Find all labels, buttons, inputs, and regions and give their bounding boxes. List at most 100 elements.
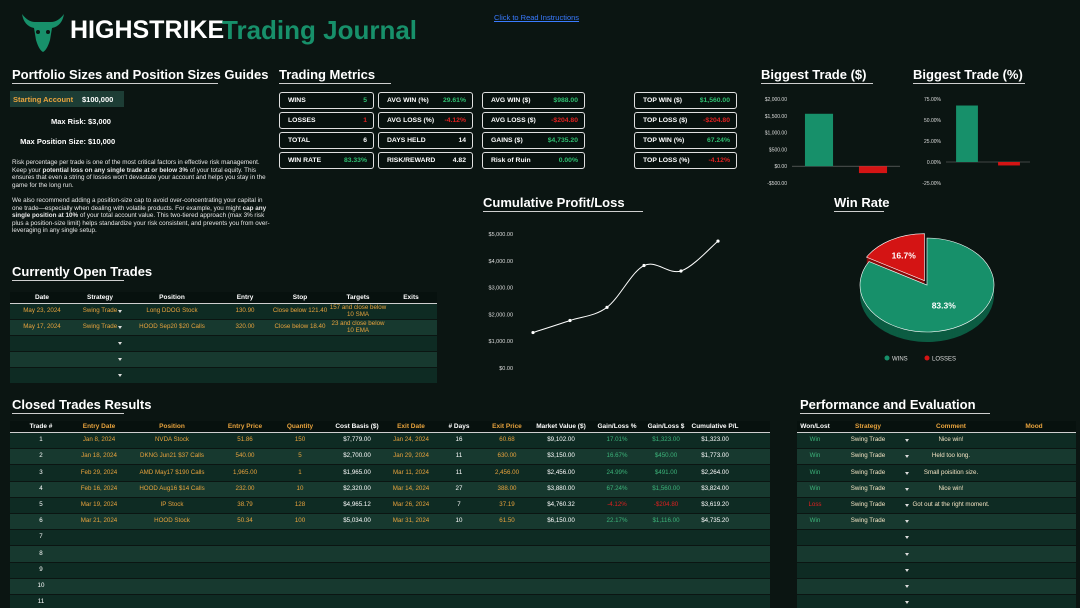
table-cell: 2,456.00 <box>494 468 520 476</box>
table-cell: 67.24% <box>606 484 628 492</box>
metric-box: TOP LOSS ($) -$204.80 <box>634 112 737 129</box>
dropdown-arrow <box>905 503 909 507</box>
table-cell: 16 <box>455 436 463 444</box>
metric-box: AVG LOSS (%) -4.12% <box>378 112 473 129</box>
table-cell: Loss <box>808 501 822 509</box>
table-row <box>10 352 437 367</box>
table-cell: Swing Trade <box>850 452 886 460</box>
pie-slice <box>859 237 995 333</box>
metric-box: AVG LOSS ($) -$204.80 <box>482 112 585 129</box>
legend-label: WINS <box>892 357 908 363</box>
column-header: Exit Date <box>397 423 425 430</box>
column-header: Cumulative P/L <box>691 423 739 430</box>
table-cell: 38.79 <box>237 501 253 509</box>
table-cell: Small poisition size. <box>923 468 979 476</box>
table-cell: 11 <box>455 452 463 460</box>
y-tick-label: $500.00 <box>769 147 787 153</box>
section-title: Portfolio Sizes and Position Sizes Guide… <box>12 67 269 84</box>
table-cell: 27 <box>455 484 463 492</box>
metric-label: TOP WIN ($) <box>643 97 683 104</box>
table-cell: Jan 8, 2024 <box>82 436 116 444</box>
metric-box: DAYS HELD 14 <box>378 132 473 149</box>
emphasis: cap any single position at 10% <box>12 204 267 220</box>
metric-label: TOP LOSS (%) <box>643 157 690 164</box>
section-title: Performance and Evaluation <box>800 397 990 414</box>
dropdown-arrow <box>118 326 122 329</box>
pie-slice-side <box>866 234 925 282</box>
dropdown-arrow <box>905 584 909 588</box>
pie-slice-side <box>866 241 925 289</box>
y-tick-label: $5,000.00 <box>489 232 513 238</box>
table-row <box>797 497 1076 513</box>
metric-box: TOTAL 6 <box>279 132 374 149</box>
instructions-link[interactable]: Click to Read Instructions <box>494 13 580 22</box>
table-row <box>797 433 1076 449</box>
table-cell: $4,735.20 <box>701 517 729 525</box>
y-tick-label: $0.00 <box>499 366 513 372</box>
bar <box>956 105 978 162</box>
table-cell: $3,619.20 <box>701 501 729 509</box>
table-cell: Jan 18, 2024 <box>81 452 117 460</box>
guide-paragraph: Risk percentage per trade is one of the … <box>12 159 270 189</box>
table-row <box>10 578 770 594</box>
section-title: Trading Metrics <box>279 67 391 84</box>
metric-value: 29.61% <box>442 97 466 104</box>
table-cell: $3,880.00 <box>547 484 575 492</box>
pie-slice-side <box>860 242 994 336</box>
highlight-box <box>10 91 124 107</box>
metric-value: $1,560.00 <box>699 97 730 104</box>
bar <box>804 113 834 167</box>
table-header-row <box>10 292 437 304</box>
line-point <box>642 263 646 268</box>
table-cell: 130.90 <box>235 307 255 315</box>
table-cell: 17.01% <box>606 436 628 444</box>
brand-name: HIGHSTRIKE <box>70 16 225 44</box>
metric-box: AVG WIN ($) $988.00 <box>482 92 585 109</box>
table-cell: 157 and close below 10 SMA <box>329 303 387 318</box>
dropdown-arrow <box>905 601 909 605</box>
dropdown-arrow <box>905 536 909 540</box>
table-cell: 16.67% <box>606 452 628 460</box>
table-cell: -$204.80 <box>653 501 679 509</box>
table-cell: 10 <box>37 582 45 590</box>
table-cell: Feb 16, 2024 <box>80 484 118 492</box>
metric-value: 5 <box>363 97 367 104</box>
bar <box>858 166 888 174</box>
pie-value-label: 83.3% <box>932 300 957 310</box>
y-tick-label: $1,000.00 <box>489 339 513 345</box>
metric-label: Risk of Ruin <box>491 157 531 164</box>
table-cell: $3,150.00 <box>547 452 575 460</box>
column-header: Entry Date <box>82 423 116 430</box>
metric-value: 1 <box>363 117 367 124</box>
section-title: Biggest Trade ($) <box>761 67 873 84</box>
table-cell: HOOD Sep20 $20 Calls <box>139 323 205 331</box>
row-label: Max Position Size: <box>20 137 86 146</box>
metric-box: GAINS ($) $4,735.20 <box>482 132 585 149</box>
table-row <box>797 595 1076 608</box>
text-run: We also recommend adding a position-size… <box>12 197 263 212</box>
page-title: Trading Journal <box>222 15 418 45</box>
metric-value: 14 <box>458 137 466 144</box>
table-cell: Mar 19, 2024 <box>80 501 118 509</box>
column-header: Strategy <box>854 423 881 430</box>
metric-label: AVG WIN (%) <box>387 97 429 104</box>
column-header: # Days <box>448 423 470 430</box>
table-cell: 320.00 <box>235 323 255 331</box>
table-cell: Feb 29, 2024 <box>80 468 118 476</box>
column-header: Exit Price <box>492 423 522 430</box>
metric-label: AVG WIN ($) <box>491 97 531 104</box>
y-tick-label: -$500.00 <box>767 181 787 187</box>
table-row <box>10 449 770 465</box>
text-run: Risk percentage per trade is one of the … <box>12 159 260 174</box>
metric-label: WINS <box>288 97 306 104</box>
table-cell: 11 <box>455 468 463 476</box>
pie-slice-side <box>866 235 925 283</box>
y-tick-label: $4,000.00 <box>489 259 513 265</box>
cumulative-line <box>532 240 719 334</box>
table-cell: Win <box>809 517 821 525</box>
table-cell: $9,102.00 <box>547 436 575 444</box>
table-cell: Nice win! <box>938 436 964 444</box>
table-row <box>10 546 770 562</box>
dropdown-arrow <box>905 520 909 524</box>
